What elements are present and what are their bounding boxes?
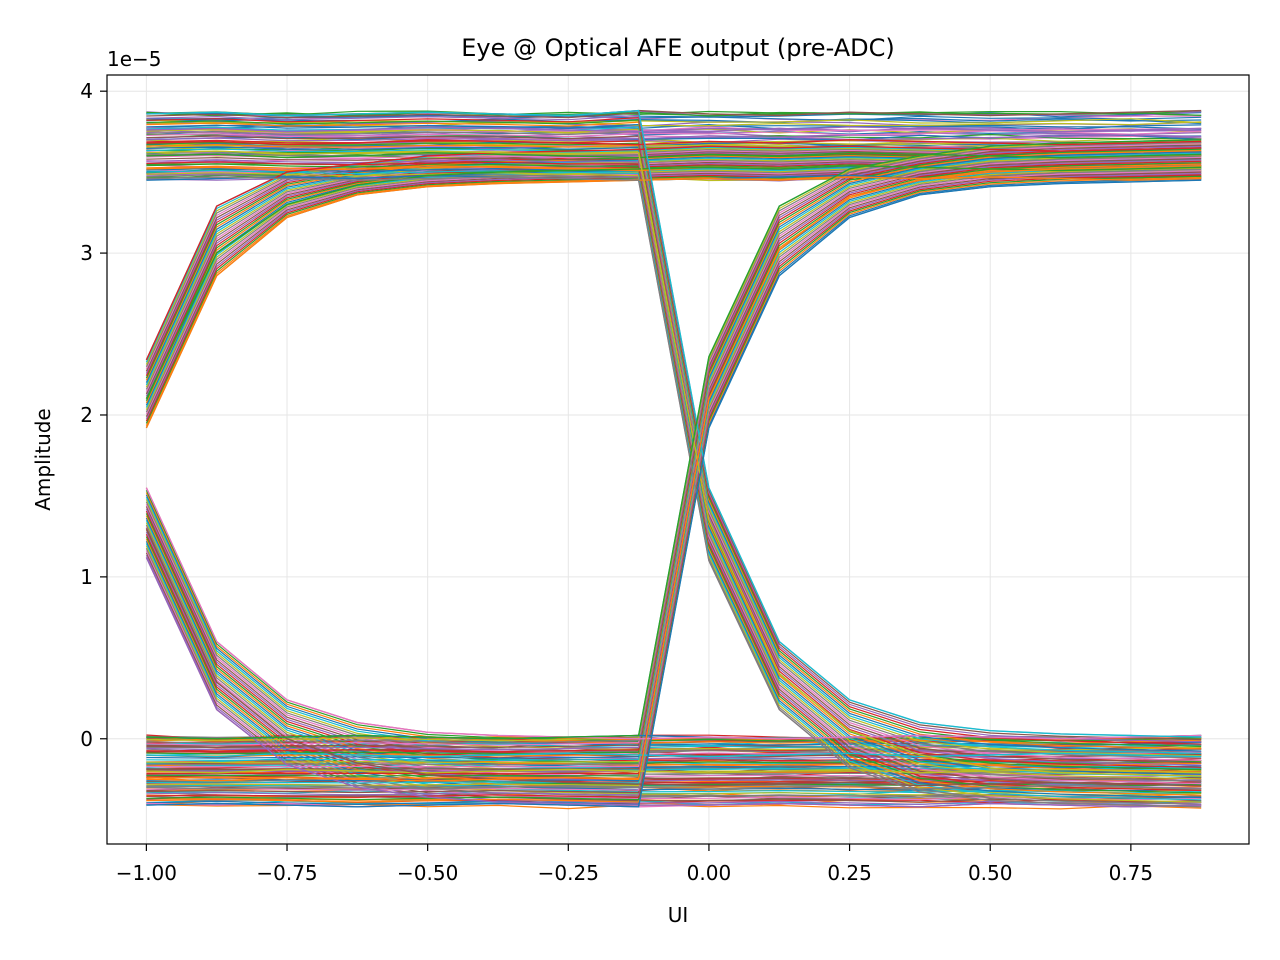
transition-trace [145, 494, 1202, 747]
level-trace [146, 118, 1202, 124]
series-line [146, 109, 1202, 738]
x-axis-label: UI [668, 903, 689, 927]
series-line [146, 139, 1202, 146]
x-tick-label: 0.00 [687, 861, 732, 885]
series-line [145, 557, 1202, 808]
y-tick-label: 0 [80, 727, 93, 751]
transition-trace [145, 170, 1202, 415]
transition-trace [145, 545, 1202, 796]
x-tick-label: −0.75 [256, 861, 317, 885]
transition-trace [145, 489, 1202, 742]
x-tick-label: −0.25 [538, 861, 599, 885]
series-line [146, 150, 1202, 777]
transition-trace [145, 492, 1202, 744]
level-trace [146, 137, 1202, 144]
series-line [145, 145, 1202, 361]
series-line [146, 179, 1202, 808]
x-tick-label: 0.25 [827, 861, 872, 885]
axes-frame [106, 74, 1250, 845]
series-line [145, 164, 1202, 400]
series-line [145, 528, 1202, 787]
y-axis-label: Amplitude [31, 408, 55, 511]
series-line [146, 176, 1202, 808]
series-line [146, 139, 1202, 740]
series-line [146, 165, 1202, 782]
series-line [146, 151, 1202, 159]
x-tick-label: −0.50 [397, 861, 458, 885]
y-tick-label: 1 [80, 565, 93, 589]
series-line [145, 487, 1202, 740]
x-tick-label: 0.50 [968, 861, 1013, 885]
series-layer [145, 109, 1202, 810]
transition-trace [145, 543, 1202, 794]
series-line [146, 752, 1202, 758]
y-tick-label: 3 [80, 241, 93, 265]
chart-title: Eye @ Optical AFE output (pre-ADC) [461, 34, 894, 62]
series-line [145, 176, 1202, 429]
level-trace [146, 134, 1202, 140]
x-tick-label: 0.75 [1109, 861, 1154, 885]
series-line [146, 784, 1202, 790]
x-tick-label: −1.00 [116, 861, 177, 885]
y-tick-label: 2 [80, 403, 93, 427]
y-tick-label: 4 [80, 79, 93, 103]
ticks: −1.00 −0.75 −0.50 −0.25 0.00 0.25 0.50 0.75 0 1 2 3… [80, 79, 1153, 885]
transition-trace [145, 540, 1202, 792]
series-line [146, 126, 1202, 133]
y-offset-label: 1e−5 [107, 47, 162, 71]
